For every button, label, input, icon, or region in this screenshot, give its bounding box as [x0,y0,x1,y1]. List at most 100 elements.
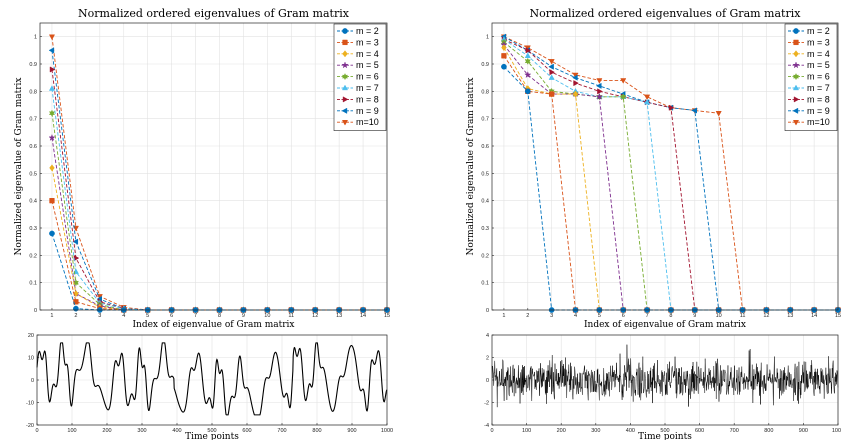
y-tick-label: 0.7 [481,117,489,123]
y-tick-label: 4 [486,333,489,339]
x-tick-label: 800 [312,428,321,434]
legend: m = 2m = 3m = 4m = 5m = 6m = 7m = 8m = 9… [334,24,386,131]
x-tick-label: 12 [312,313,318,319]
x-tick-label: 100 [67,428,76,434]
x-tick-label: 3 [550,313,553,319]
legend-label: m = 9 [807,106,830,116]
data-point-marker [794,40,799,45]
x-tick-label: 9 [693,313,696,319]
legend-label: m = 6 [807,72,830,82]
x-tick-label: 8 [669,313,672,319]
x-tick-label: 600 [695,428,704,434]
y-tick-label: 10 [28,356,34,362]
legend-label: m = 3 [807,37,830,47]
x-tick-label: 900 [799,428,808,434]
legend: m = 2m = 3m = 4m = 5m = 6m = 7m = 8m = 9… [785,24,837,131]
x-tick-label: 1000 [381,428,393,434]
x-tick-label: 11 [288,313,294,319]
x-tick-label: 700 [277,428,286,434]
x-axis-label: Index of eigenvalue of Gram matrix [132,320,294,330]
x-tick-label: 7 [646,313,649,319]
y-tick-label: 0.4 [29,199,37,205]
legend-label: m=10 [807,117,830,127]
y-tick-label: 0 [31,378,34,384]
x-tick-label: 14 [360,313,366,319]
x-tick-label: 100 [522,428,531,434]
y-tick-label: 0.6 [481,144,489,150]
x-tick-label: 15 [384,313,390,319]
y-tick-label: 0.3 [29,226,37,232]
x-tick-label: 200 [557,428,566,434]
x-tick-label: 7 [194,313,197,319]
x-tick-label: 15 [835,313,841,319]
x-tick-label: 6 [622,313,625,319]
data-point-marker [73,306,78,311]
x-tick-label: 5 [146,313,149,319]
y-tick-label: 1 [34,35,37,41]
legend-label: m = 4 [356,49,379,59]
y-tick-label: 0.7 [29,117,37,123]
x-tick-label: 400 [172,428,181,434]
y-tick-label: -10 [26,401,34,407]
data-point-marker [549,92,554,97]
y-tick-label: 20 [28,333,34,339]
x-tick-label: 1000 [832,428,841,434]
data-point-marker [49,231,54,236]
x-tick-label: 3 [98,313,101,319]
x-tick-label: 1 [50,313,53,319]
y-tick-label: 0.1 [29,281,37,287]
x-tick-label: 200 [102,428,111,434]
data-point-marker [343,40,348,45]
x-tick-label: 1 [502,313,505,319]
y-tick-label: 0.4 [481,199,489,205]
legend-label: m=10 [356,117,379,127]
chart-eig-right: 1 2 3 4 5 6 7 8 9 10 11 12 13 14 1500.10.20.30.40.50.6… [466,7,841,330]
x-tick-label: 14 [811,313,817,319]
x-tick-label: 300 [591,428,600,434]
legend-label: m = 5 [807,60,830,70]
chart-eig-left: 1 2 3 4 5 6 7 8 9 10 11 12 13 14 1500.10.20.30.40.50.6… [14,7,390,330]
x-tick-label: 6 [170,313,173,319]
y-tick-label: 0 [486,308,489,314]
chart-title: Normalized ordered eigenvalues of Gram m… [530,7,802,20]
y-axis-label: Normalized eigenvalue of Gram matrix [466,78,476,256]
legend-label: m = 8 [807,94,830,104]
data-point-marker [50,198,55,203]
data-point-marker [501,64,506,69]
x-tick-label: 13 [787,313,793,319]
x-tick-label: 13 [336,313,342,319]
x-tick-label: 12 [763,313,769,319]
x-axis-label: Time points [185,432,239,440]
data-point-marker [502,53,507,58]
x-tick-label: 900 [347,428,356,434]
x-tick-label: 4 [122,313,125,319]
x-tick-label: 9 [242,313,245,319]
y-tick-label: -20 [26,423,34,429]
legend-label: m = 7 [807,83,830,93]
legend-label: m = 3 [356,37,379,47]
y-tick-label: 0.2 [481,253,489,259]
x-tick-label: 10 [716,313,722,319]
y-tick-label: 0.5 [481,171,489,177]
y-tick-label: -2 [484,401,489,407]
x-tick-label: 2 [74,313,77,319]
x-tick-label: 5 [598,313,601,319]
x-tick-label: 400 [626,428,635,434]
x-tick-label: 2 [526,313,529,319]
data-point-marker [342,28,347,33]
x-tick-label: 4 [574,313,577,319]
y-tick-label: -4 [484,423,489,429]
chart-ts-left: 0 100 200 300 400 500 600 700 800 900 1000-20-1001… [26,333,393,440]
x-tick-label: 11 [740,313,746,319]
data-point-marker [793,28,798,33]
legend-label: m = 7 [356,83,379,93]
y-tick-label: 0 [486,378,489,384]
x-axis-label: Index of eigenvalue of Gram matrix [584,320,746,330]
y-axis-label: Normalized eigenvalue of Gram matrix [14,78,24,256]
legend-label: m = 9 [356,106,379,116]
y-tick-label: 0.2 [29,253,37,259]
y-tick-label: 0.9 [481,62,489,68]
y-tick-label: 0.1 [481,281,489,287]
legend-label: m = 8 [356,94,379,104]
x-tick-label: 0 [490,428,493,434]
